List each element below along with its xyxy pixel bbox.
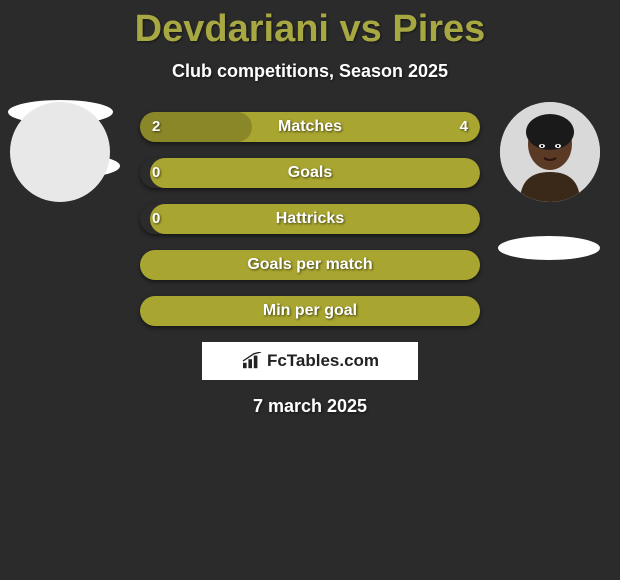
stat-row: Min per goal <box>140 296 480 326</box>
site-logo: FcTables.com <box>202 342 418 380</box>
chart-icon <box>241 352 263 370</box>
stat-row: 0Hattricks <box>140 204 480 234</box>
stat-row: 24Matches <box>140 112 480 142</box>
logo-text: FcTables.com <box>267 351 379 371</box>
stat-label: Goals <box>140 158 480 188</box>
stat-row: Goals per match <box>140 250 480 280</box>
stat-label: Min per goal <box>140 296 480 326</box>
decor-ellipse <box>498 236 600 260</box>
stat-row: 0Goals <box>140 158 480 188</box>
stats-area: 24Matches 0Goals 0Hattricks Goals per match… <box>0 112 620 326</box>
stat-rows: 24Matches 0Goals 0Hattricks Goals per match… <box>140 112 480 326</box>
stat-label: Hattricks <box>140 204 480 234</box>
player-right-avatar <box>500 102 600 202</box>
player-left-avatar <box>10 102 110 202</box>
stat-label: Matches <box>140 112 480 142</box>
page-subtitle: Club competitions, Season 2025 <box>0 61 620 82</box>
stat-label: Goals per match <box>140 250 480 280</box>
page-title: Devdariani vs Pires <box>0 0 620 51</box>
date-label: 7 march 2025 <box>0 396 620 417</box>
